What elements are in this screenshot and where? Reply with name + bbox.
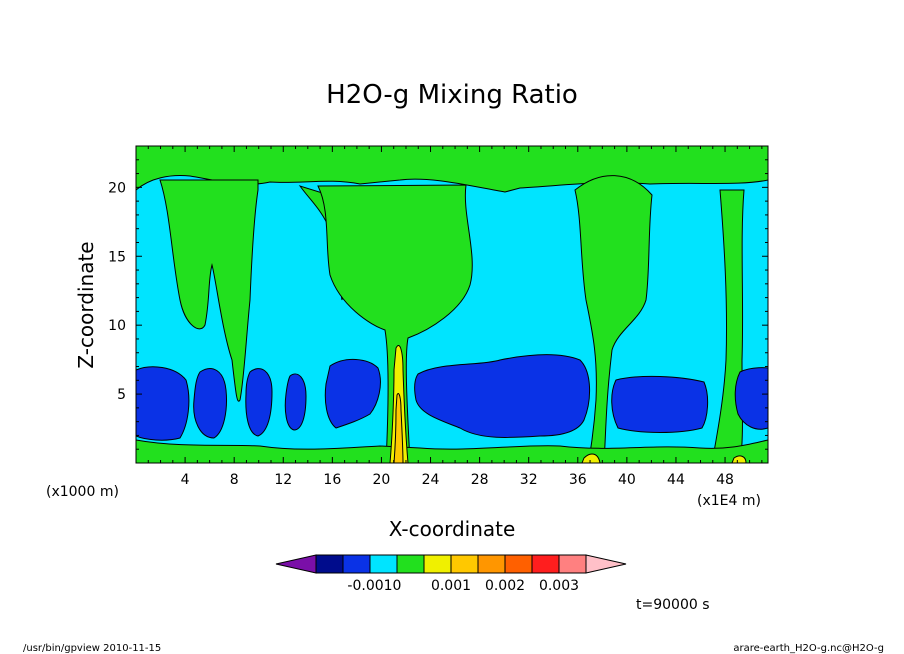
field-blue-6 — [414, 354, 591, 439]
colorbar-swatch — [531, 554, 560, 574]
contour-field — [136, 146, 768, 463]
colorbar-label: -0.001 — [347, 578, 392, 594]
colorbar-label: 0.003 — [539, 578, 579, 594]
colorbar-label: 0.001 — [431, 578, 471, 594]
y-tick-label: 20 — [108, 180, 126, 196]
field-blue-5 — [324, 359, 381, 429]
colorbar-swatch — [423, 554, 452, 574]
x-tick-label: 36 — [569, 472, 587, 488]
footer-right: arare-earth_H2O-g.nc@H2O-g — [733, 643, 884, 654]
colorbar-end-low — [275, 554, 317, 574]
field-green-plume-1 — [159, 179, 259, 402]
chart-title: H2O-g Mixing Ratio — [326, 80, 578, 110]
x-tick-label: 4 — [181, 472, 190, 488]
colorbar-label: 0.002 — [485, 578, 525, 594]
x-tick-label: 24 — [422, 472, 440, 488]
plot-frame — [135, 145, 769, 464]
x-tick-label: 40 — [618, 472, 636, 488]
x-tick-label: 12 — [274, 472, 292, 488]
field-green-plume-3 — [574, 175, 653, 463]
x-tick-label: 8 — [230, 472, 239, 488]
colorbar: -0.001 0 0.001 0.002 0.003 — [275, 554, 627, 594]
y-unit-label: (x1000 m) — [46, 484, 119, 500]
field-blue-3 — [245, 368, 273, 437]
x-tick-label: 20 — [373, 472, 391, 488]
x-tick-label: 48 — [716, 472, 734, 488]
field-green-bottom — [136, 439, 768, 463]
y-axis-label: Z-coordinate — [74, 241, 98, 368]
x-tick-label: 28 — [471, 472, 489, 488]
x-tick-label: 44 — [667, 472, 685, 488]
field-blue-2 — [193, 368, 227, 439]
field-blue-8 — [734, 367, 768, 430]
x-tick-label: 32 — [520, 472, 538, 488]
colorbar-label: 0 — [393, 578, 402, 594]
colorbar-swatch — [558, 554, 587, 574]
colorbar-swatch — [369, 554, 398, 574]
y-tick-label: 5 — [117, 387, 126, 403]
colorbar-swatch — [477, 554, 506, 574]
y-tick-label: 10 — [108, 318, 126, 334]
time-label: t=90000 s — [636, 597, 710, 613]
footer-left: /usr/bin/gpview 2010-11-15 — [23, 643, 161, 654]
colorbar-swatch — [450, 554, 479, 574]
field-yellow-bit-2 — [731, 455, 747, 463]
colorbar-swatch — [315, 554, 344, 574]
field-blue-1 — [136, 366, 190, 441]
y-ticks: 5 10 15 20 — [108, 145, 768, 450]
colorbar-swatch — [342, 554, 371, 574]
colorbar-end-high — [585, 554, 627, 574]
x-ticks: 4 8 12 16 20 24 28 32 36 40 44 48 — [147, 146, 763, 488]
y-tick-label: 15 — [108, 249, 126, 265]
x-unit-label: (x1E4 m) — [697, 493, 761, 509]
field-blue-7 — [611, 375, 709, 433]
colorbar-swatch — [504, 554, 533, 574]
colorbar-swatch — [396, 554, 425, 574]
field-orange-spike — [393, 393, 404, 463]
x-axis-label: X-coordinate — [389, 517, 516, 541]
field-blue-4 — [284, 373, 307, 431]
field-yellow-bit-1 — [581, 453, 601, 463]
x-tick-label: 16 — [323, 472, 341, 488]
